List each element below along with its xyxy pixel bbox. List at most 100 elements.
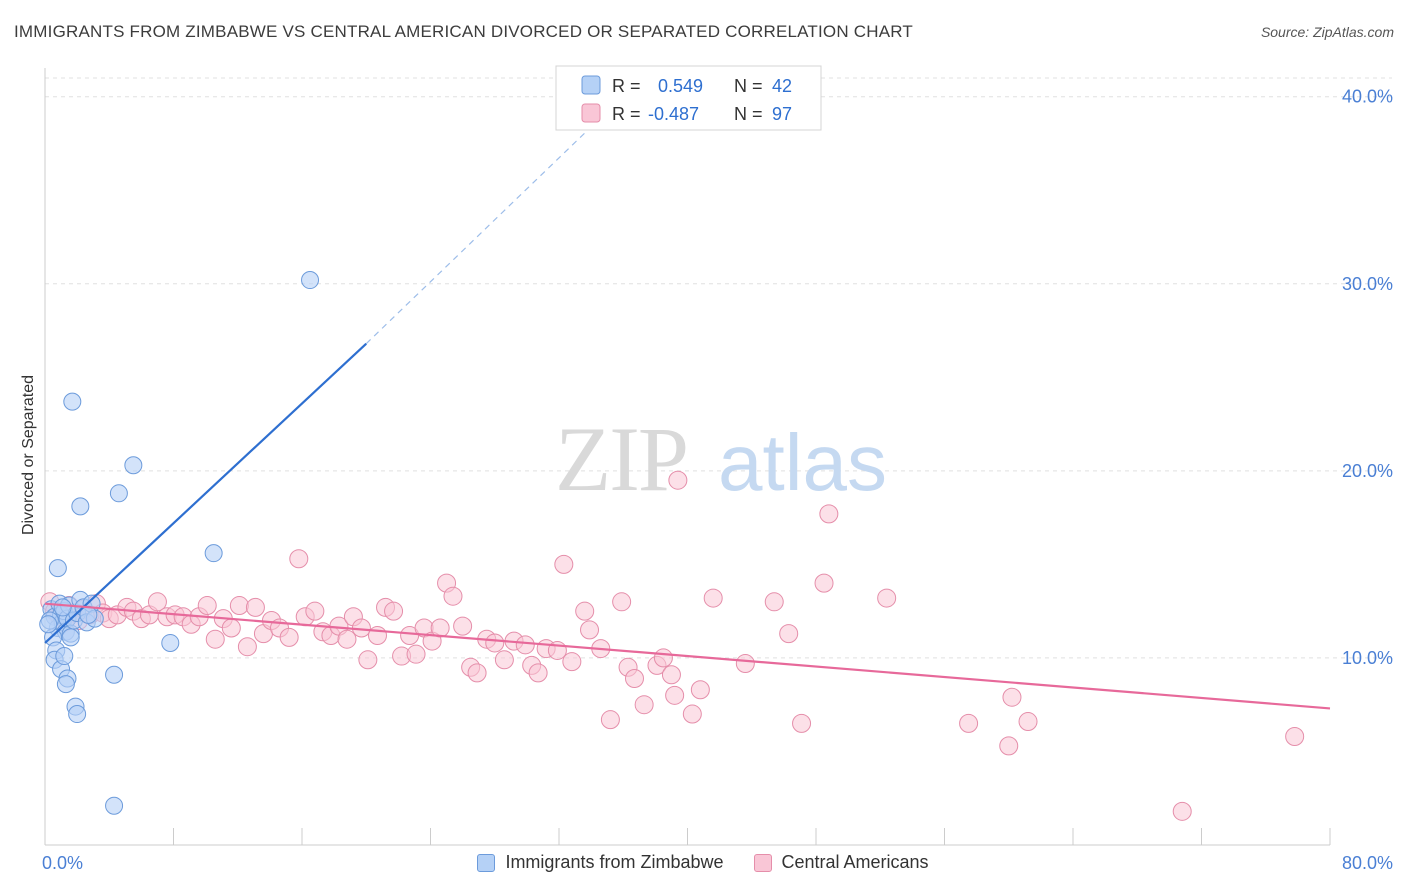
zimbabwe-point	[48, 559, 67, 578]
central-americans-points	[40, 470, 1305, 821]
central-americans-point	[337, 629, 357, 649]
central-americans-point	[814, 573, 834, 593]
central-americans-point	[528, 663, 548, 683]
watermark-atlas: atlas	[718, 418, 887, 507]
central-americans-point	[959, 713, 979, 733]
zimbabwe-point	[301, 271, 320, 290]
central-americans-point	[1018, 712, 1038, 732]
central-americans-point	[229, 596, 249, 616]
legend-pink-swatch	[581, 103, 601, 123]
y-tick-label: 30.0%	[1342, 274, 1393, 294]
zimbabwe-point	[161, 633, 180, 652]
central-americans-point	[453, 616, 473, 636]
zimbabwe-point	[124, 456, 143, 475]
watermark-zip: ZIP	[555, 408, 687, 510]
central-americans-point	[279, 627, 299, 647]
central-americans-point	[1285, 726, 1305, 746]
central-americans-point	[682, 704, 702, 724]
trend-lines	[44, 118, 1331, 710]
central-americans-point	[580, 620, 600, 640]
legend-label-zimbabwe: Immigrants from Zimbabwe	[505, 852, 724, 872]
y-tick-label: 20.0%	[1342, 461, 1393, 481]
legend-r-value-2: -0.487	[648, 104, 699, 124]
zimbabwe-trend-extension	[365, 118, 600, 345]
central-americans-point	[703, 588, 723, 608]
legend-swatch-central-americans	[753, 853, 772, 872]
series-legend: Immigrants from Zimbabwe Central America…	[0, 852, 1406, 873]
legend-label-central-americans: Central Americans	[781, 852, 929, 872]
central-americans-trend-line	[44, 602, 1331, 710]
legend-blue-swatch	[581, 75, 601, 95]
zimbabwe-point	[63, 392, 82, 411]
zimbabwe-point	[68, 705, 87, 724]
central-americans-point	[575, 601, 595, 621]
central-americans-point	[485, 633, 505, 653]
central-americans-point	[1002, 687, 1022, 707]
y-tick-label: 40.0%	[1342, 87, 1393, 107]
tick-labels: 10.0% 20.0% 30.0% 40.0% 0.0% 80.0%	[42, 87, 1393, 873]
x-tick-label: 80.0%	[1342, 853, 1393, 873]
x-tick-label: 0.0%	[42, 853, 83, 873]
legend-n-label-2: N =	[734, 104, 763, 124]
zimbabwe-point	[71, 497, 90, 516]
central-americans-point	[634, 695, 654, 715]
central-americans-point	[735, 654, 755, 674]
central-americans-point	[430, 618, 450, 638]
correlation-legend: R = 0.549 N = 42 R = -0.487 N = 97	[555, 65, 822, 131]
y-tick-label: 10.0%	[1342, 648, 1393, 668]
zimbabwe-point	[109, 484, 128, 503]
zimbabwe-point	[56, 675, 75, 694]
legend-swatch-zimbabwe	[477, 853, 496, 872]
central-americans-point	[779, 624, 799, 644]
zimbabwe-point	[53, 598, 72, 617]
central-americans-point	[999, 736, 1019, 756]
zimbabwe-point	[61, 628, 80, 647]
legend-r-label-1: R =	[612, 76, 641, 96]
central-americans-point	[289, 549, 309, 569]
central-americans-point	[1172, 801, 1192, 821]
central-americans-point	[819, 504, 839, 524]
zimbabwe-point	[55, 647, 74, 666]
central-americans-point	[661, 665, 681, 685]
central-americans-point	[792, 713, 812, 733]
central-americans-point	[443, 586, 463, 606]
zimbabwe-point	[105, 665, 124, 684]
central-americans-point	[624, 669, 644, 689]
source-label: Source: ZipAtlas.com	[1260, 24, 1394, 40]
central-americans-point	[515, 635, 535, 655]
legend-item-central-americans: Central Americans	[753, 852, 929, 873]
central-americans-point	[237, 637, 257, 657]
central-americans-point	[668, 470, 688, 490]
chart-title: IMMIGRANTS FROM ZIMBABWE VS CENTRAL AMER…	[14, 22, 913, 41]
central-americans-point	[600, 710, 620, 730]
central-americans-point	[406, 644, 426, 664]
central-americans-point	[554, 554, 574, 574]
legend-n-value-2: 97	[772, 104, 792, 124]
zimbabwe-trend-line	[44, 342, 367, 644]
zimbabwe-points	[39, 271, 320, 815]
central-americans-point	[358, 650, 378, 670]
central-americans-point	[305, 601, 325, 621]
central-americans-point	[690, 680, 710, 700]
watermark: ZIP atlas	[555, 408, 887, 510]
central-americans-point	[877, 588, 897, 608]
central-americans-point	[384, 601, 404, 621]
zimbabwe-point	[204, 544, 223, 563]
legend-n-value-1: 42	[772, 76, 792, 96]
legend-item-zimbabwe: Immigrants from Zimbabwe	[477, 852, 724, 873]
central-americans-point	[562, 652, 582, 672]
central-americans-point	[147, 592, 167, 612]
legend-n-label-1: N =	[734, 76, 763, 96]
central-americans-point	[612, 592, 632, 612]
central-americans-point	[665, 685, 685, 705]
central-americans-point	[494, 650, 514, 670]
legend-r-value-1: 0.549	[658, 76, 703, 96]
legend-r-label-2: R =	[612, 104, 641, 124]
zimbabwe-point	[105, 796, 124, 815]
zimbabwe-point	[39, 615, 58, 634]
central-americans-point	[205, 629, 225, 649]
y-axis-label: Divorced or Separated	[20, 375, 37, 535]
central-americans-point	[245, 597, 265, 617]
central-americans-point	[653, 648, 673, 668]
